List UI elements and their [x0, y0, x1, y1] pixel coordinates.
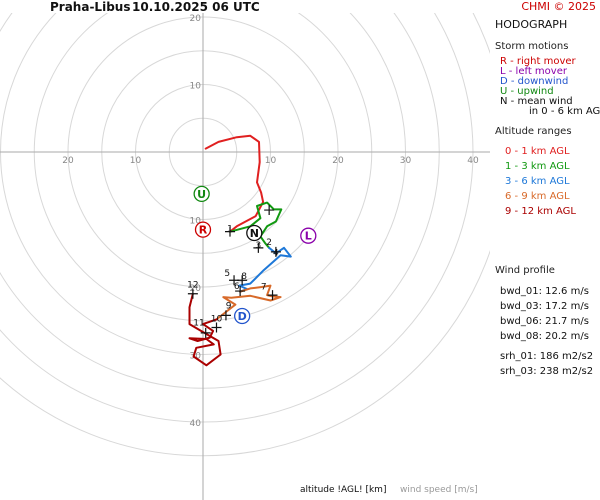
height-label: 6: [234, 282, 240, 292]
storm-motion-marker: [246, 224, 263, 242]
height-label: 2: [266, 238, 272, 248]
height-label: 4: [273, 248, 279, 258]
height-marker: [220, 310, 231, 321]
height-label: 10: [211, 314, 223, 324]
sounding-datetime: 10.10.2025 06 UTC: [132, 0, 260, 14]
storm-motion-marker: [193, 185, 210, 203]
height-label: 8: [241, 272, 247, 282]
storm-motion-marker: [300, 227, 317, 244]
x-tick-label: 40: [467, 156, 479, 166]
height-marker: [237, 275, 248, 286]
hodograph-trace: [238, 246, 292, 293]
height-label: 1: [227, 225, 233, 235]
altitude-range-item: 3 - 6 km AGL: [505, 176, 570, 187]
x-tick-label: 10: [265, 156, 277, 166]
hodograph-trace: [204, 134, 265, 233]
x-tick-label: 20: [332, 156, 344, 166]
height-label: 5: [224, 269, 230, 279]
height-marker: [211, 322, 222, 333]
range-ring: [0, 13, 440, 389]
grid-group: [0, 13, 490, 500]
altitude-ranges-title: Altitude ranges: [495, 126, 572, 137]
y-tick-label: 10: [190, 82, 202, 92]
height-label: 3: [255, 241, 261, 251]
y-tick-label: 20: [190, 284, 202, 294]
altitude-unit-label: altitude !AGL! [km]: [300, 485, 387, 495]
storm-motions-title: Storm motions: [495, 41, 569, 52]
wind-profile-item: srh_01: 186 m2/s2: [500, 351, 594, 362]
storm-motion-letter: D: [238, 310, 247, 323]
height-marker: [253, 242, 264, 253]
storm-motion-item: N - mean wind: [500, 96, 573, 107]
hodograph-trace: [188, 292, 222, 367]
height-marker: [200, 327, 211, 338]
y-tick-label: 40: [190, 419, 202, 429]
altitude-range-item: 0 - 1 km AGL: [505, 146, 570, 157]
storm-motion-marker: [194, 221, 212, 238]
height-label: 12: [187, 281, 198, 291]
storm-motion-letter: L: [305, 230, 312, 243]
x-tick-label: 10: [130, 156, 142, 166]
height-marker: [267, 290, 278, 301]
y-tick-label: 30: [190, 352, 202, 362]
height-marker: [235, 286, 246, 297]
storm-motion-item: in 0 - 6 km AGL: [529, 106, 600, 117]
wind-profile-item: srh_03: 238 m2/s2: [500, 366, 594, 377]
wind-profile-item: bwd_06: 21.7 m/s: [500, 316, 589, 327]
height-marker: [264, 205, 275, 216]
credit-label: CHMI © 2025: [521, 0, 596, 13]
speed-unit-label: wind speed [m/s]: [400, 485, 478, 495]
legend-title: HODOGRAPH: [495, 18, 568, 31]
storm-motion-letter: U: [197, 188, 206, 201]
x-tick-label: 20: [62, 156, 74, 166]
storm-motion-item: L - left mover: [500, 66, 567, 77]
height-label: 11: [193, 318, 204, 328]
storm-motion-item: D - downwind: [500, 76, 569, 87]
wind-profile-item: bwd_08: 20.2 m/s: [500, 331, 589, 342]
height-marker: [187, 288, 198, 299]
storm-motion-item: U - upwind: [500, 86, 554, 97]
altitude-range-item: 9 - 12 km AGL: [505, 206, 576, 217]
altitude-range-item: 6 - 9 km AGL: [505, 191, 570, 202]
altitude-range-item: 1 - 3 km AGL: [505, 161, 570, 172]
height-label: 9: [226, 302, 232, 312]
height-marker: [225, 226, 235, 237]
y-tick-label: 10: [190, 217, 202, 227]
hodograph-trace: [229, 201, 283, 249]
x-tick-label: 30: [400, 156, 412, 166]
storm-motion-item: R - right mover: [500, 56, 576, 67]
wind-profile-item: bwd_01: 12.6 m/s: [500, 286, 589, 297]
hodograph-trace: [215, 284, 282, 321]
storm-motion-letter: R: [199, 224, 208, 237]
station-name: Praha-Libus: [50, 0, 131, 14]
y-tick-label: 20: [190, 14, 202, 24]
storm-motion-letter: N: [250, 227, 259, 240]
wind-profile-title: Wind profile: [495, 265, 555, 276]
wind-profile-item: bwd_03: 17.2 m/s: [500, 301, 589, 312]
height-label: 7: [261, 283, 267, 293]
height-marker: [270, 246, 281, 257]
storm-motion-marker: [233, 307, 251, 325]
